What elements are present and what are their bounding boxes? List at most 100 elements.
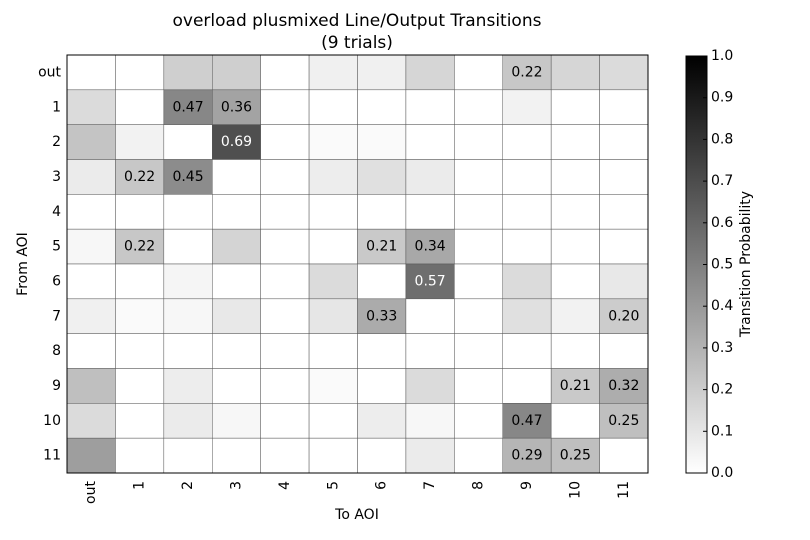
y-tick-label: 2 <box>52 134 61 150</box>
heatmap-cell <box>357 368 407 404</box>
heatmap-cell <box>405 403 455 439</box>
heatmap-cell <box>163 124 213 160</box>
heatmap-cell <box>212 228 261 265</box>
cell-label: 0.22 <box>511 64 542 80</box>
heatmap-cell <box>454 333 504 369</box>
heatmap-cell <box>115 124 165 160</box>
heatmap-cell <box>502 368 552 404</box>
heatmap-cell <box>163 54 213 91</box>
x-tick-label: 7 <box>422 481 438 490</box>
heatmap-cell <box>454 368 504 404</box>
heatmap-cell <box>260 368 310 404</box>
heatmap-cell <box>212 298 261 334</box>
heatmap-cell <box>405 54 455 91</box>
x-tick-label: 6 <box>374 481 390 490</box>
heatmap-cell <box>550 54 600 91</box>
heatmap-cell <box>308 54 358 91</box>
heatmap-cell <box>405 333 455 369</box>
heatmap-cell <box>357 333 407 369</box>
heatmap-cell <box>115 159 165 195</box>
heatmap-cell <box>260 194 310 230</box>
cell-label: 0.21 <box>366 239 397 255</box>
heatmap-cell <box>115 263 165 300</box>
heatmap-cell <box>115 194 165 230</box>
colorbar-tick-label: 0.5 <box>711 257 733 273</box>
heatmap-cell <box>308 403 358 439</box>
heatmap-cell <box>502 403 552 439</box>
x-tick-label: 3 <box>228 481 244 490</box>
heatmap-cell <box>454 228 504 265</box>
y-tick-label: out <box>38 64 61 80</box>
heatmap-cell <box>163 194 213 230</box>
heatmap-cell <box>163 368 213 404</box>
heatmap-cell <box>212 89 261 125</box>
chart-title: overload plusmixed Line/Output Transitio… <box>173 11 542 31</box>
y-axis-label: From AOI <box>15 232 31 296</box>
heatmap-cell <box>357 403 407 439</box>
heatmap-cell <box>357 263 407 300</box>
colorbar-tick-label: 1.0 <box>711 48 733 64</box>
heatmap-cell <box>502 194 552 230</box>
colorbar-tick-label: 0.9 <box>711 90 733 106</box>
heatmap-cell <box>357 89 407 125</box>
heatmap-cell <box>454 194 504 230</box>
heatmap-cell <box>357 159 407 195</box>
cell-label: 0.20 <box>608 308 639 324</box>
colorbar-tick-label: 0.2 <box>711 382 733 398</box>
heatmap-cell <box>212 437 261 474</box>
heatmap-cell <box>550 263 600 300</box>
heatmap-cell <box>163 298 213 334</box>
cell-label: 0.47 <box>172 99 203 115</box>
cell-label: 0.25 <box>560 448 591 464</box>
heatmap-cell <box>405 228 455 265</box>
y-tick-label: 5 <box>52 239 61 255</box>
cell-label: 0.25 <box>608 413 639 429</box>
cell-label: 0.45 <box>172 169 203 185</box>
heatmap-cell <box>115 54 165 91</box>
cell-label: 0.29 <box>511 448 542 464</box>
heatmap-cell <box>66 263 116 300</box>
heatmap-cell <box>550 437 600 474</box>
y-tick-label: 10 <box>43 413 61 429</box>
heatmap-cell <box>308 368 358 404</box>
heatmap-cell <box>454 263 504 300</box>
cell-label: 0.69 <box>221 134 252 150</box>
x-axis-label: To AOI <box>334 507 379 523</box>
heatmap-cell <box>260 228 310 265</box>
heatmap-cell <box>550 403 600 439</box>
y-tick-label: 4 <box>52 204 61 220</box>
heatmap-cell <box>260 159 310 195</box>
x-tick-label: 5 <box>325 481 341 490</box>
heatmap-cell <box>260 333 310 369</box>
heatmap-cell <box>308 159 358 195</box>
heatmap-cell <box>454 298 504 334</box>
x-tick-label: out <box>83 480 99 503</box>
colorbar-tick-label: 0.6 <box>711 215 733 231</box>
heatmap-cell <box>66 54 116 91</box>
heatmap-cell <box>454 159 504 195</box>
plot-frame <box>66 54 649 474</box>
colorbar-tick-label: 0.3 <box>711 340 733 356</box>
heatmap-cell <box>260 403 310 439</box>
colorbar-tick-label: 0.0 <box>711 465 733 481</box>
heatmap-cell <box>357 298 407 334</box>
heatmap-cell <box>405 124 455 160</box>
x-tick-label: 1 <box>132 481 148 490</box>
heatmap-cell <box>357 437 407 474</box>
heatmap-cell <box>454 403 504 439</box>
heatmap-cell <box>550 159 600 195</box>
heatmap-cell <box>502 437 552 474</box>
cell-label: 0.21 <box>560 378 591 394</box>
colorbar-tick-label: 0.4 <box>711 298 733 314</box>
heatmap-cell <box>405 437 455 474</box>
cell-label: 0.22 <box>124 239 155 255</box>
heatmap-cell <box>550 298 600 334</box>
y-tick-label: 7 <box>52 308 61 324</box>
heatmap-cell <box>163 159 213 195</box>
heatmap-cell <box>550 333 600 369</box>
heatmap-cell <box>502 159 552 195</box>
cell-label: 0.34 <box>415 239 446 255</box>
heatmap-cell <box>212 333 261 369</box>
cell-label: 0.57 <box>415 273 446 289</box>
